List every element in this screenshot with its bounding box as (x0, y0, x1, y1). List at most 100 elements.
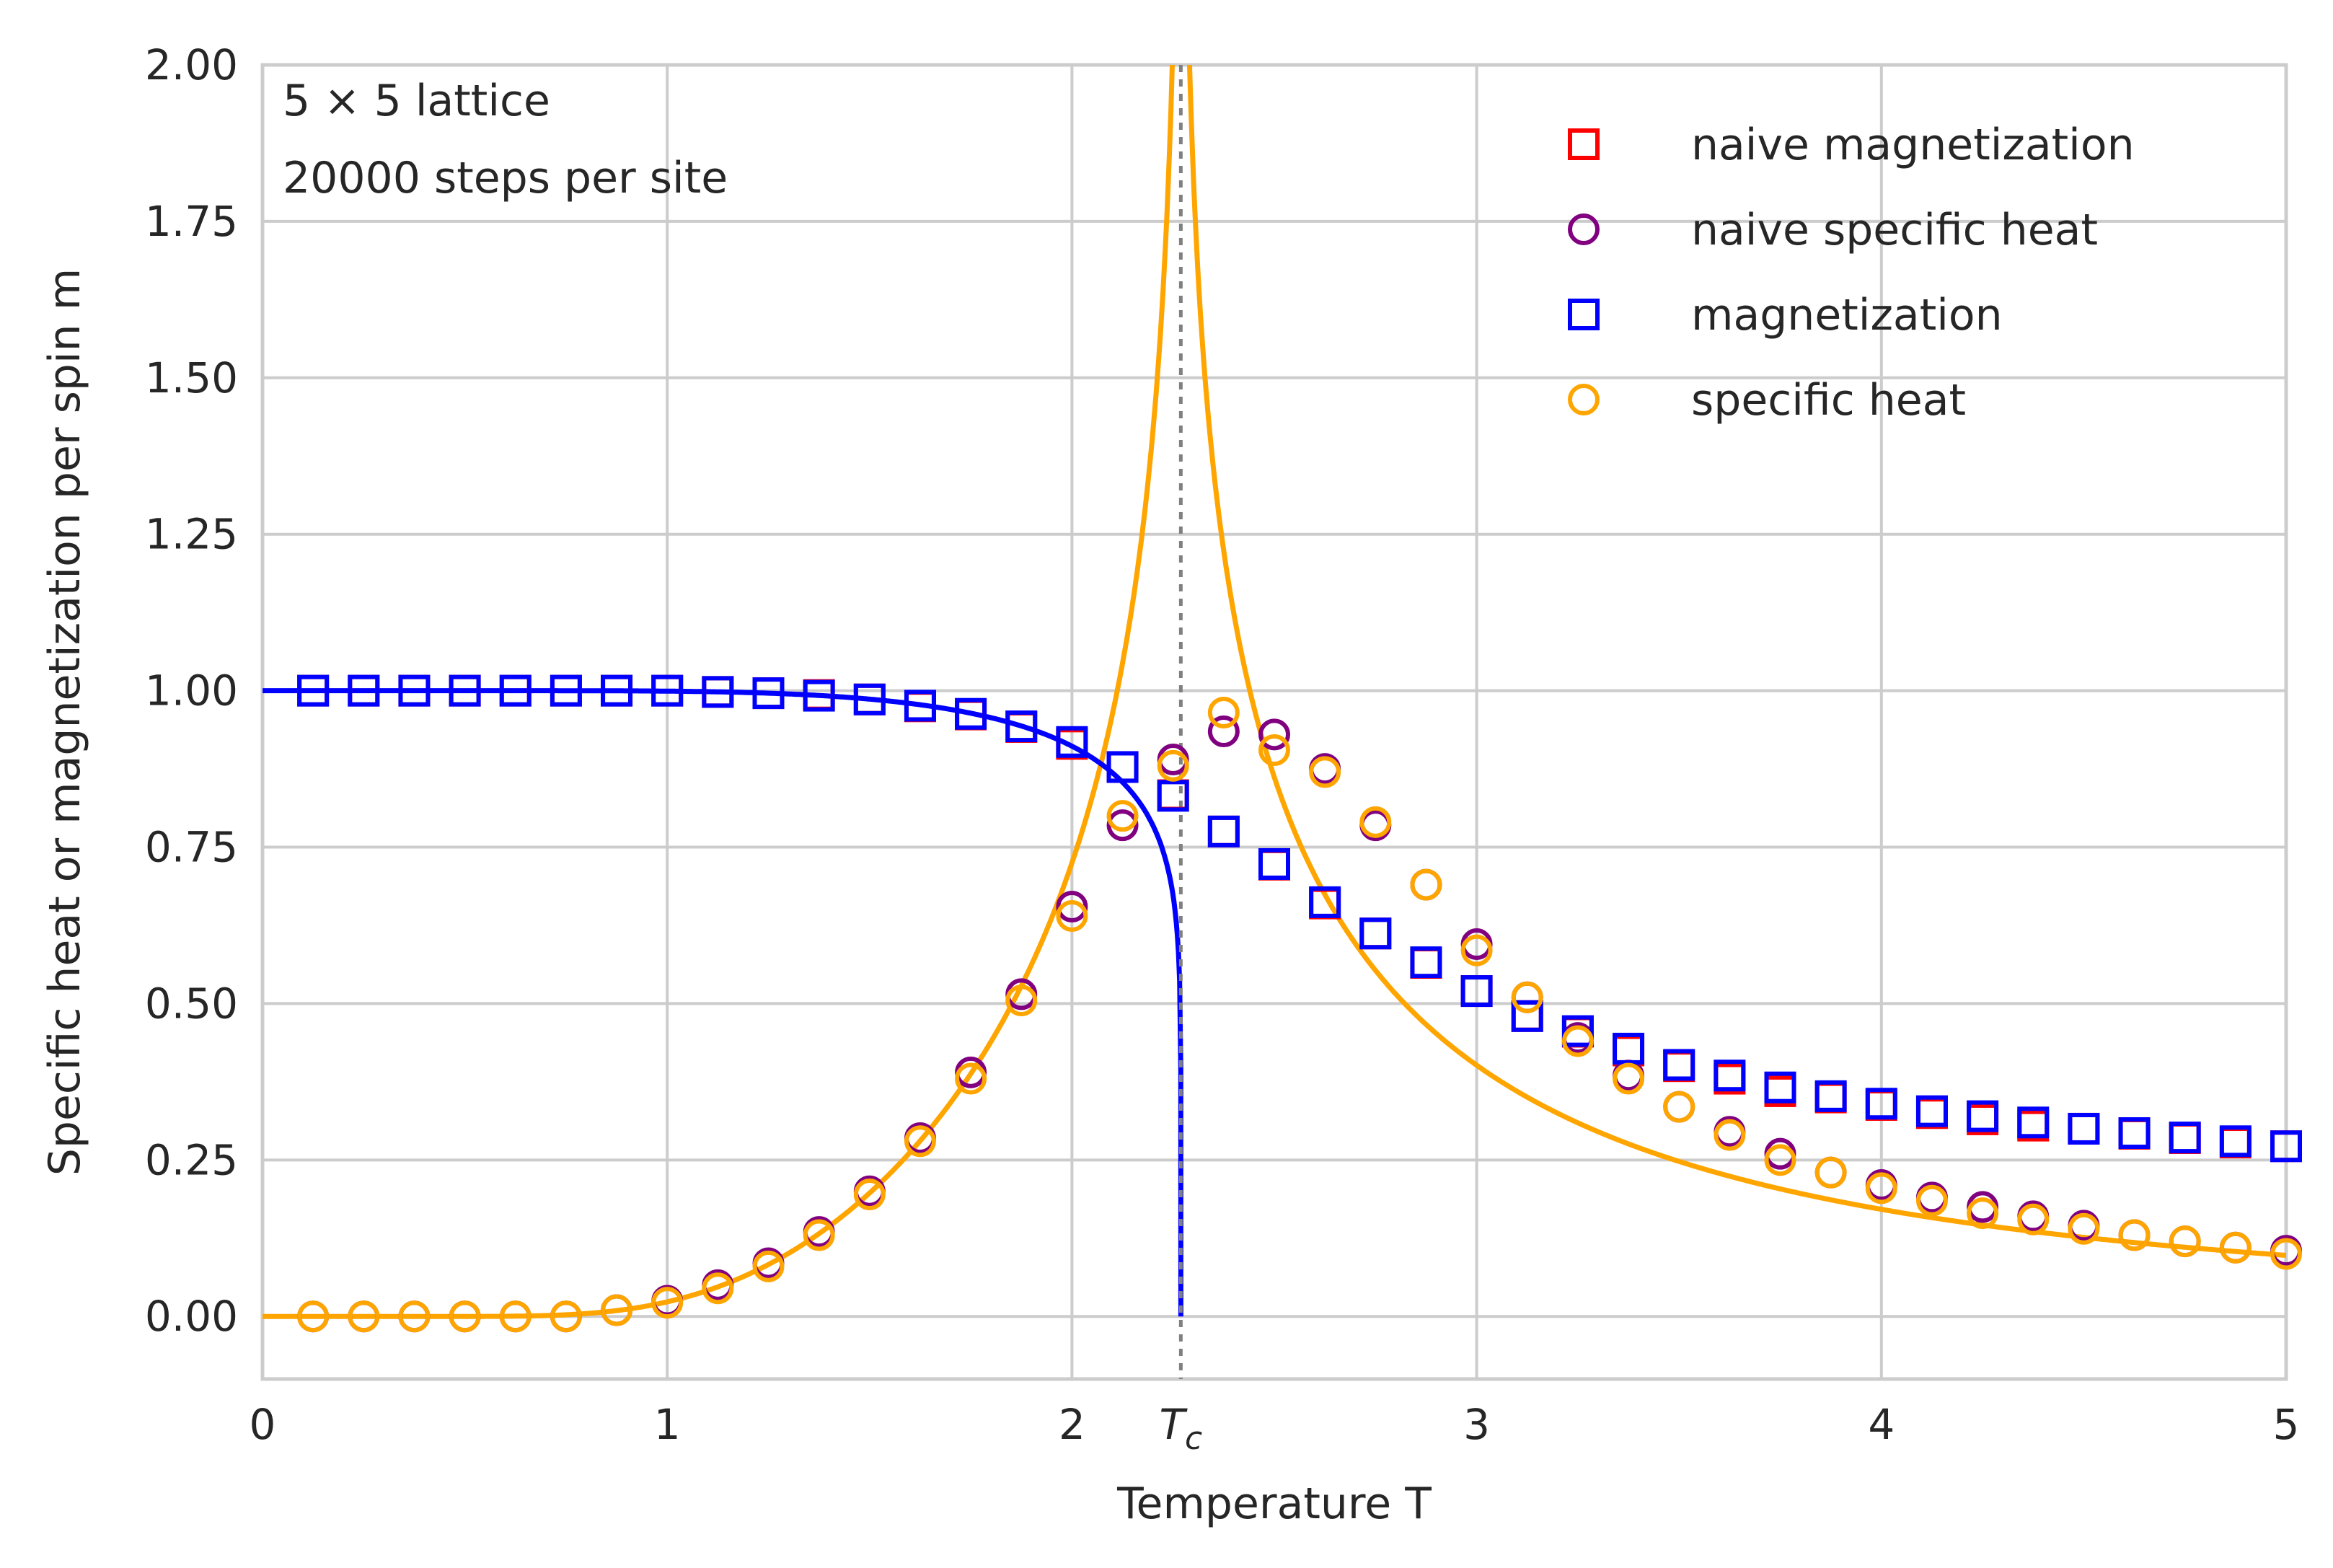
point-magnetization (499, 674, 532, 707)
point-specific-heat (348, 1300, 380, 1333)
point-magnetization (702, 676, 734, 708)
point-specific-heat (550, 1300, 582, 1333)
point-specific-heat (1663, 1091, 1695, 1123)
point-magnetization (853, 683, 886, 715)
point-specific-heat (1359, 806, 1392, 838)
point-magnetization (2270, 1130, 2302, 1163)
point-magnetization (1865, 1088, 1897, 1120)
point-magnetization (398, 674, 431, 707)
point-magnetization (2219, 1125, 2252, 1158)
point-magnetization (955, 697, 987, 730)
point-specific-heat (1967, 1197, 1999, 1230)
y-tick-label: 1.75 (145, 197, 238, 246)
point-specific-heat (398, 1300, 431, 1333)
point-magnetization (1915, 1095, 1948, 1127)
point-magnetization (752, 677, 785, 710)
legend-marker-specific-heat (1568, 384, 1600, 415)
point-magnetization (1460, 975, 1493, 1008)
y-tick-label: 1.00 (145, 666, 238, 715)
y-axis-tick-labels: 0.00 0.25 0.50 0.75 1.00 1.25 1.50 1.75 2.00 (145, 40, 238, 1341)
point-magnetization (904, 690, 936, 722)
point-magnetization (1359, 917, 1392, 950)
x-tick-label: 2 (1059, 1400, 1085, 1449)
point-magnetization (449, 674, 481, 707)
point-specific-heat (1258, 734, 1290, 767)
point-magnetization (1157, 780, 1189, 812)
y-tick-label: 2.00 (145, 40, 238, 89)
legend-label-naive-specific-heat: naive specific heat (1691, 205, 2098, 255)
point-specific-heat (2219, 1231, 2252, 1264)
point-specific-heat (1207, 696, 1240, 728)
legend: naive magnetization naive specific heat ma… (1568, 120, 2135, 426)
y-axis-label: Specific heat or magnetization per spin … (40, 268, 90, 1176)
point-specific-heat (1561, 1025, 1594, 1057)
point-magnetization (1714, 1060, 1746, 1092)
point-specific-heat (651, 1287, 684, 1319)
legend-label-magnetization: magnetization (1691, 290, 2003, 340)
point-specific-heat (1764, 1144, 1796, 1176)
point-magnetization (1207, 815, 1240, 847)
point-specific-heat (601, 1294, 633, 1326)
data-markers (297, 674, 2302, 1333)
point-magnetization (348, 674, 380, 707)
x-tick-label: 4 (1868, 1400, 1895, 1449)
point-specific-heat (904, 1125, 936, 1158)
point-magnetization (1967, 1100, 1999, 1132)
point-specific-heat (1410, 868, 1442, 901)
point-specific-heat (2068, 1212, 2100, 1245)
point-specific-heat (2017, 1203, 2050, 1236)
point-specific-heat (702, 1272, 734, 1305)
point-specific-heat (1460, 934, 1493, 966)
point-specific-heat (1005, 985, 1038, 1017)
annotation-lattice: 5 × 5 lattice (283, 76, 550, 126)
point-magnetization (1005, 710, 1038, 743)
point-specific-heat (1814, 1156, 1847, 1189)
point-magnetization (297, 674, 330, 707)
x-tick-tc-main: T (1160, 1400, 1188, 1449)
point-specific-heat (1915, 1184, 1948, 1217)
point-magnetization (550, 674, 582, 707)
point-magnetization (803, 679, 835, 712)
specific-heat-exact-curve (1186, 65, 2286, 1258)
point-specific-heat (449, 1300, 481, 1333)
point-specific-heat (853, 1179, 886, 1211)
point-specific-heat (499, 1300, 532, 1333)
legend-label-specific-heat: specific heat (1691, 375, 1966, 426)
legend-marker-naive-magnetization (1568, 128, 1600, 160)
point-specific-heat (1309, 756, 1341, 788)
point-specific-heat (1106, 800, 1139, 832)
point-specific-heat (2169, 1225, 2201, 1258)
point-magnetization (1613, 1032, 1645, 1065)
point-specific-heat (1865, 1172, 1897, 1204)
series-magnetization (297, 674, 2302, 1163)
x-tick-label: 3 (1463, 1400, 1490, 1449)
point-specific-heat (1613, 1062, 1645, 1095)
point-magnetization (1410, 946, 1442, 979)
point-magnetization (1511, 1000, 1543, 1032)
y-tick-label: 0.75 (145, 823, 238, 872)
point-magnetization (2068, 1112, 2100, 1145)
point-naive-specific-heat (1056, 890, 1088, 922)
legend-marker-magnetization (1568, 299, 1600, 330)
point-magnetization (1814, 1080, 1847, 1112)
point-specific-heat (2118, 1219, 2151, 1251)
point-specific-heat (297, 1300, 330, 1333)
point-magnetization (2118, 1117, 2151, 1150)
annotation-steps: 20000 steps per site (283, 153, 728, 203)
point-specific-heat (1157, 749, 1189, 782)
plot-frame (260, 63, 2288, 1381)
magnetization-exact-curve (263, 688, 1183, 1317)
point-magnetization (1764, 1071, 1796, 1104)
point-specific-heat (1056, 899, 1088, 932)
y-tick-label: 0.00 (145, 1292, 238, 1341)
y-tick-label: 0.50 (145, 979, 238, 1028)
legend-marker-naive-specific-heat (1568, 213, 1600, 245)
point-specific-heat (1511, 981, 1543, 1013)
point-magnetization (2017, 1106, 2050, 1139)
y-tick-label: 1.50 (145, 353, 238, 402)
point-naive-specific-heat (1258, 718, 1290, 751)
x-tick-label: 5 (2273, 1400, 2300, 1449)
x-tick-label: 1 (654, 1400, 681, 1449)
x-tick-tc-subscript: c (1185, 1420, 1202, 1457)
point-magnetization (651, 674, 684, 707)
